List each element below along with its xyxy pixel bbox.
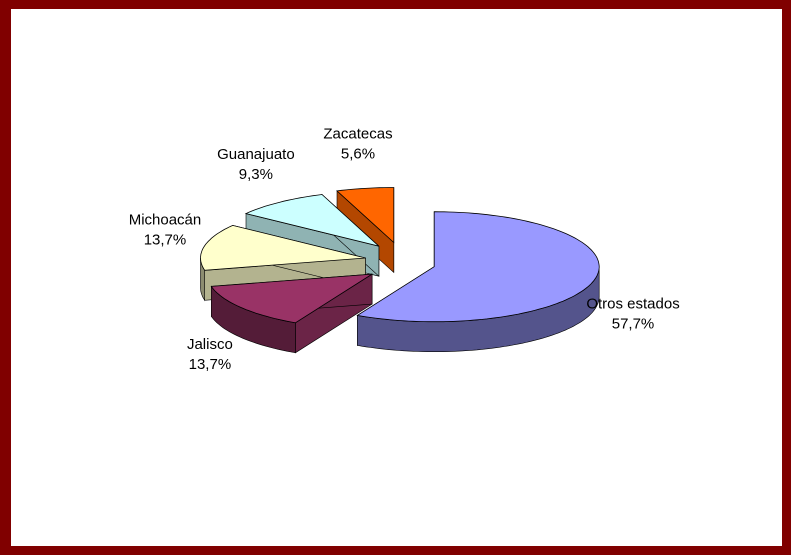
slice-label: Otros estados — [586, 295, 679, 312]
slice-label: Guanajuato — [217, 146, 295, 163]
slice-value-label: 9,3% — [239, 166, 273, 183]
slice — [356, 211, 600, 323]
slice — [356, 211, 600, 352]
slice — [200, 224, 366, 271]
slice-value-label: 13,7% — [189, 356, 232, 373]
slice-value-label: 13,7% — [144, 232, 187, 249]
slice-value-label: 5,6% — [341, 146, 375, 163]
slice — [210, 273, 373, 324]
slice — [244, 194, 380, 247]
slice — [200, 224, 366, 302]
slice-label: Michoacán — [129, 212, 202, 229]
slice — [336, 187, 395, 274]
slice — [336, 187, 395, 244]
slice-label: Zacatecas — [323, 126, 392, 143]
slice — [210, 273, 373, 354]
slice-label: Jalisco — [187, 336, 233, 353]
slice-value-label: 57,7% — [612, 315, 655, 332]
